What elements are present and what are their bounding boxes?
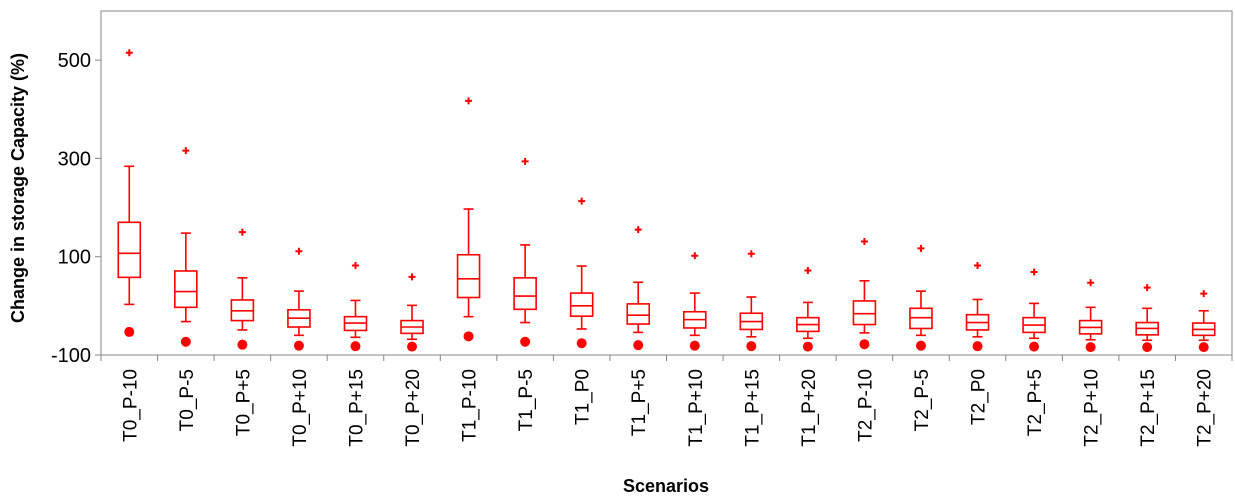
min-marker [293, 340, 304, 351]
max-outlier-marker [1200, 290, 1208, 298]
max-outlier-marker [521, 157, 529, 165]
x-axis-title: Scenarios [623, 476, 709, 496]
x-category-label: T1_P-5 [516, 369, 537, 431]
x-axis: T0_P-10 T0_P-5 T0_P+5 T0_P+10 T0_P+15 T0_P+20… [100, 355, 1233, 447]
x-category-label: T0_P+5 [233, 369, 254, 436]
box-T1_P+20 [796, 266, 820, 352]
min-marker [1085, 342, 1096, 353]
min-marker [407, 341, 418, 352]
y-tick-label: 500 [58, 50, 91, 72]
box-T2_P+10 [1078, 279, 1103, 353]
box-iqr [117, 221, 142, 279]
x-category-label: T2_P+10 [1082, 369, 1103, 447]
box-T1_P+10 [682, 252, 707, 351]
min-marker [350, 341, 361, 352]
y-axis: -100 100 300 500 [51, 50, 101, 367]
box-T2_P0 [965, 262, 990, 352]
x-category-label: T1_P0 [573, 369, 594, 425]
box-T2_P+5 [1022, 268, 1046, 352]
min-marker [520, 336, 531, 347]
max-outlier-marker [182, 147, 190, 155]
min-marker [1198, 342, 1209, 353]
max-outlier-marker [691, 252, 699, 260]
x-category-label: T1_P+15 [742, 369, 763, 447]
max-outlier-marker [804, 266, 812, 274]
box-T0_P+15 [343, 262, 368, 352]
box-iqr [852, 300, 877, 326]
x-category-label: T1_P+10 [686, 369, 707, 447]
min-marker [1029, 341, 1040, 352]
box-iqr [174, 270, 198, 309]
max-outlier-marker [1087, 279, 1095, 287]
x-category-label: T2_P-10 [855, 369, 876, 442]
min-marker [859, 339, 870, 350]
max-outlier-marker [465, 97, 473, 105]
min-marker [633, 340, 644, 351]
x-category-label: T0_P-5 [177, 369, 198, 431]
min-marker [237, 339, 248, 350]
box-T2_P-10 [852, 237, 877, 350]
x-category-label: T2_P+5 [1025, 369, 1046, 436]
y-tick-label: 100 [58, 247, 91, 269]
y-tick-label: -100 [51, 345, 91, 367]
box-T1_P-5 [513, 157, 537, 347]
max-outlier-marker [351, 262, 359, 270]
x-category-label: T2_P-5 [912, 369, 933, 431]
x-category-label: T0_P-10 [120, 369, 141, 442]
box-T0_P+20 [400, 273, 424, 352]
box-iqr [513, 277, 537, 311]
min-marker [972, 341, 983, 352]
max-outlier-marker [974, 262, 982, 270]
max-outlier-marker [1030, 268, 1038, 276]
box-series [117, 49, 1216, 353]
max-outlier-marker [125, 49, 133, 57]
box-T1_P+5 [626, 226, 651, 351]
plot-area [100, 10, 1233, 356]
x-category-label: T2_P+15 [1138, 369, 1159, 447]
box-T1_P-10 [456, 97, 481, 342]
x-category-label: T2_P0 [969, 369, 990, 425]
x-category-label: T1_P+5 [629, 369, 650, 436]
min-marker [689, 340, 700, 351]
max-outlier-marker [747, 250, 755, 258]
box-T0_P-5 [174, 147, 198, 347]
min-marker [802, 341, 813, 352]
max-outlier-marker [238, 228, 246, 236]
box-T1_P0 [569, 197, 594, 349]
box-T2_P-5 [909, 244, 933, 351]
max-outlier-marker [1143, 284, 1151, 292]
box-T2_P+15 [1135, 284, 1159, 353]
min-marker [576, 338, 587, 349]
box-iqr [456, 253, 481, 299]
max-outlier-marker [408, 273, 416, 281]
box-T2_P+20 [1191, 290, 1216, 353]
min-marker [1142, 342, 1153, 353]
x-category-label: T0_P+10 [290, 369, 311, 447]
box-T1_P+15 [739, 250, 764, 352]
min-marker [463, 331, 474, 342]
min-marker [746, 341, 757, 352]
box-T0_P+5 [230, 228, 255, 350]
x-category-label: T1_P+20 [799, 369, 820, 447]
x-category-label: T1_P-10 [460, 369, 481, 442]
y-axis-title: Change in storage Capacity (%) [8, 53, 28, 323]
max-outlier-marker [295, 247, 303, 255]
box-T0_P+10 [287, 247, 311, 351]
max-outlier-marker [578, 197, 586, 205]
min-marker [180, 336, 191, 347]
min-marker [124, 326, 135, 337]
min-marker [915, 340, 926, 351]
x-category-label: T2_P+20 [1195, 369, 1216, 447]
box-T0_P-10 [117, 49, 142, 337]
max-outlier-marker [634, 226, 642, 234]
box-iqr [569, 292, 594, 317]
y-tick-label: 300 [58, 148, 91, 170]
max-outlier-marker [917, 244, 925, 252]
x-category-label: T0_P+15 [346, 369, 367, 447]
x-category-label: T0_P+20 [403, 369, 424, 447]
box-iqr [626, 303, 651, 325]
max-outlier-marker [860, 237, 868, 245]
